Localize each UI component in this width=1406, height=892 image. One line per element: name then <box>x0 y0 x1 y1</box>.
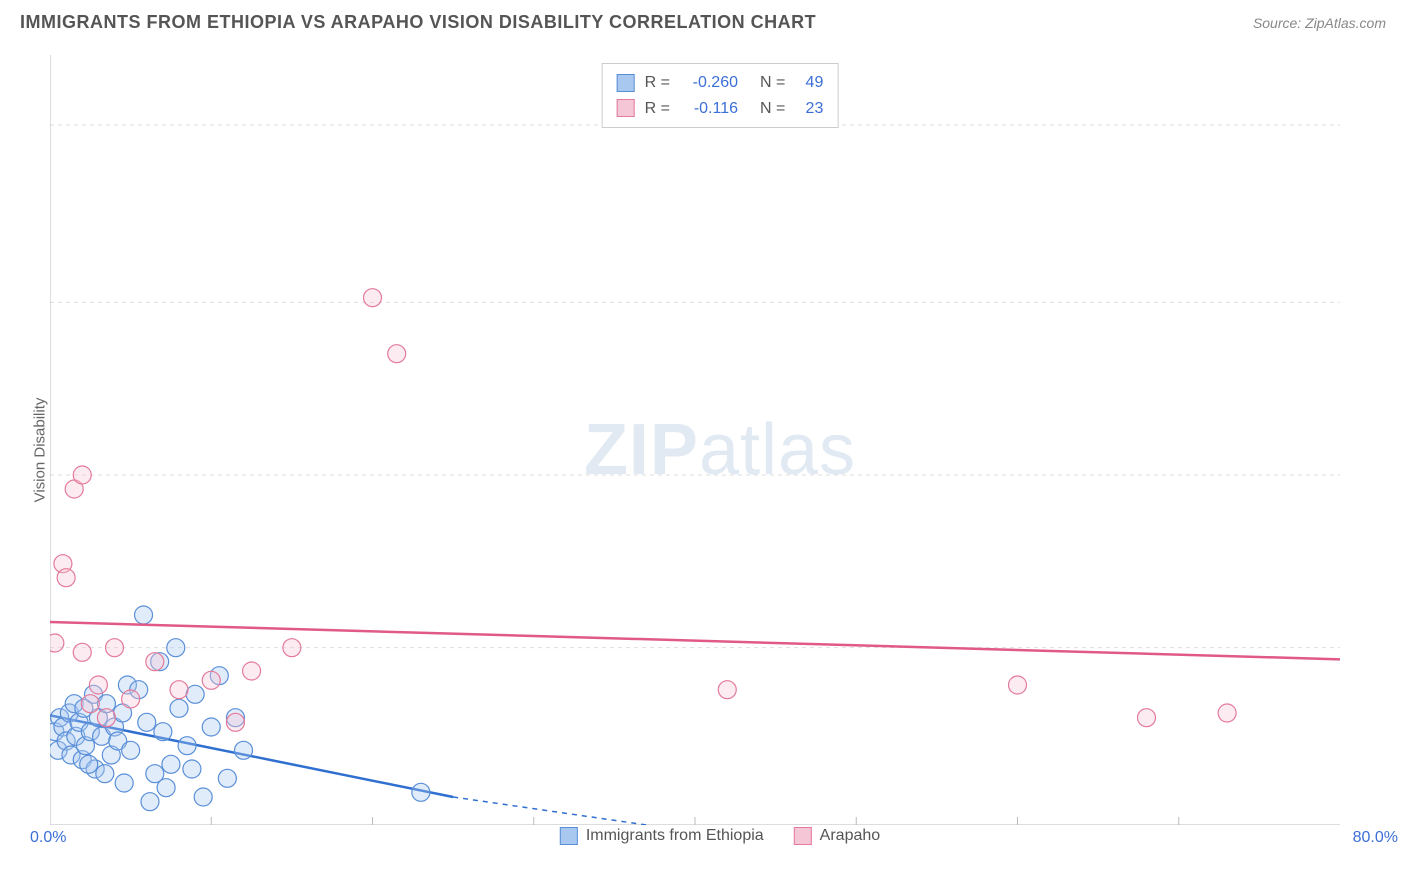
legend-item: Arapaho <box>794 827 881 845</box>
scatter-point <box>388 345 406 363</box>
scatter-point <box>412 783 430 801</box>
r-label: R = <box>645 96 670 122</box>
scatter-point <box>170 699 188 717</box>
scatter-point <box>194 788 212 806</box>
chart-title: IMMIGRANTS FROM ETHIOPIA VS ARAPAHO VISI… <box>20 12 816 33</box>
stats-legend-row: R = -0.260 N = 49 <box>617 70 824 96</box>
scatter-point <box>178 737 196 755</box>
n-label: N = <box>760 96 785 122</box>
scatter-point <box>218 769 236 787</box>
scatter-point <box>73 466 91 484</box>
scatter-point <box>364 289 382 307</box>
scatter-point <box>80 755 98 773</box>
scatter-point <box>157 779 175 797</box>
scatter-point <box>243 662 261 680</box>
scatter-point <box>235 741 253 759</box>
chart-container: Vision Disability 3.8%7.5%11.2%15.0% ZIP… <box>50 55 1390 845</box>
legend-swatch <box>617 74 635 92</box>
stats-legend-row: R = -0.116 N = 23 <box>617 96 824 122</box>
scatter-point <box>283 639 301 657</box>
scatter-point <box>73 643 91 661</box>
scatter-point <box>1218 704 1236 722</box>
scatter-point <box>162 755 180 773</box>
scatter-point <box>1009 676 1027 694</box>
scatter-point <box>115 774 133 792</box>
r-label: R = <box>645 70 670 96</box>
scatter-point <box>167 639 185 657</box>
r-value: -0.116 <box>678 96 738 122</box>
scatter-point <box>718 681 736 699</box>
x-axis-max-label: 80.0% <box>1353 829 1398 847</box>
scatter-point <box>106 639 124 657</box>
scatter-point <box>146 653 164 671</box>
legend-item: Immigrants from Ethiopia <box>560 827 764 845</box>
legend-swatch <box>560 827 578 845</box>
n-value: 23 <box>793 96 823 122</box>
scatter-point <box>81 695 99 713</box>
scatter-point <box>122 690 140 708</box>
scatter-point <box>96 765 114 783</box>
bottom-legend: Immigrants from Ethiopia Arapaho <box>560 827 880 845</box>
scatter-point <box>1138 709 1156 727</box>
legend-swatch <box>617 99 635 117</box>
scatter-point <box>50 634 64 652</box>
y-axis-label: Vision Disability <box>32 398 49 503</box>
scatter-point <box>89 676 107 694</box>
scatter-point <box>183 760 201 778</box>
scatter-point <box>226 713 244 731</box>
scatter-point <box>154 723 172 741</box>
source-credit: Source: ZipAtlas.com <box>1253 15 1386 31</box>
r-value: -0.260 <box>678 70 738 96</box>
n-value: 49 <box>793 70 823 96</box>
scatter-point <box>138 713 156 731</box>
scatter-point <box>170 681 188 699</box>
legend-label: Arapaho <box>820 827 881 845</box>
scatter-chart: 3.8%7.5%11.2%15.0% <box>50 55 1340 825</box>
scatter-point <box>135 606 153 624</box>
stats-legend: R = -0.260 N = 49 R = -0.116 N = 23 <box>602 63 839 128</box>
scatter-point <box>202 718 220 736</box>
scatter-point <box>57 569 75 587</box>
scatter-point <box>141 793 159 811</box>
header-bar: IMMIGRANTS FROM ETHIOPIA VS ARAPAHO VISI… <box>0 0 1406 39</box>
scatter-point <box>122 741 140 759</box>
scatter-point <box>97 709 115 727</box>
scatter-point <box>202 671 220 689</box>
scatter-point <box>186 685 204 703</box>
legend-swatch <box>794 827 812 845</box>
n-label: N = <box>760 70 785 96</box>
legend-label: Immigrants from Ethiopia <box>586 827 764 845</box>
x-axis-min-label: 0.0% <box>30 829 66 847</box>
